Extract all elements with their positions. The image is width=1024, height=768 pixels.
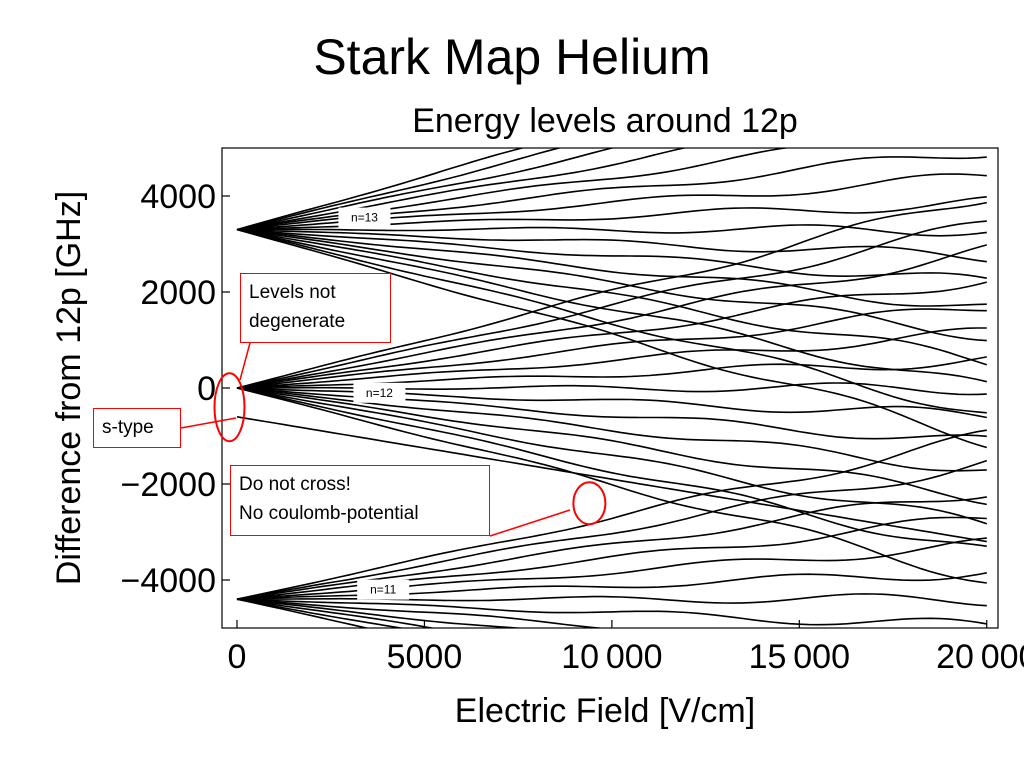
- callout-s-type: s-type: [93, 408, 181, 448]
- x-tick-label: 20 000: [936, 638, 1024, 676]
- s-type-level-line: [236, 416, 987, 543]
- energy-level-line: [236, 598, 371, 628]
- energy-level-line: [236, 228, 987, 279]
- energy-level-line: [236, 387, 987, 472]
- energy-level-line: [236, 598, 406, 628]
- y-tick-label: −2000: [121, 466, 217, 504]
- manifold-labels: n=13 n=12 n=11: [338, 207, 410, 600]
- manifold-label-bg: [353, 382, 406, 403]
- energy-level-line: [236, 459, 988, 600]
- y-tick-label: −4000: [121, 562, 217, 600]
- degenerate-ellipse: [213, 372, 246, 443]
- energy-level-line: [236, 598, 987, 626]
- s-type-callout-arrow: [180, 417, 237, 429]
- energy-level-line: [236, 598, 437, 628]
- manifold-label: n=12: [366, 386, 393, 400]
- energy-level-line: [236, 201, 987, 389]
- energy-level-line: [236, 537, 987, 600]
- energy-level-line: [236, 228, 987, 263]
- callout-do-not-cross-line1: Do not cross!: [239, 474, 351, 495]
- x-tick-label: 5000: [387, 638, 463, 676]
- x-tick-label: 15 000: [749, 638, 850, 676]
- energy-level-line: [236, 308, 987, 389]
- anticrossing-ellipse: [572, 481, 607, 526]
- slide-title: Stark Map Helium: [313, 29, 711, 85]
- energy-level-line: [236, 387, 987, 506]
- y-tick-label: 4000: [140, 178, 216, 216]
- energy-level-line: [237, 224, 987, 237]
- energy-level-line: [236, 281, 987, 389]
- manifold-label: n=13: [351, 211, 378, 225]
- callout-do-not-cross: Do not cross! No coulomb-potential: [230, 465, 490, 536]
- energy-level-line: [236, 148, 563, 231]
- energy-level-line: [236, 387, 988, 525]
- callout-markers: [180, 342, 607, 537]
- energy-level-line: [236, 244, 988, 389]
- energy-level-line: [236, 228, 987, 414]
- energy-level-line: [236, 228, 988, 366]
- energy-level-line: [236, 220, 987, 389]
- levels-callout-arrow: [239, 342, 251, 381]
- cross-callout-arrow: [489, 509, 571, 537]
- manifold-label: n=11: [370, 583, 396, 597]
- energy-level-line: [236, 228, 987, 307]
- manifold-label-bg: [357, 579, 410, 600]
- energy-level-line: [236, 598, 608, 628]
- energy-level-line: [236, 148, 616, 231]
- y-tick-label: 0: [197, 370, 216, 408]
- energy-level-line: [236, 598, 527, 628]
- callout-levels-not-degenerate: Levels not degenerate: [240, 273, 391, 343]
- axis-ticks: 0 5000 10 000 15 000 20 000 4000 2000 0 −2000 −40…: [121, 178, 1024, 676]
- y-axis-label: Difference from 12p [GHz]: [50, 191, 88, 585]
- y-tick-label: 2000: [140, 274, 216, 312]
- callout-do-not-cross-line2: No coulomb-potential: [239, 503, 419, 524]
- energy-level-line: [236, 387, 987, 547]
- manifold-label-bg: [338, 207, 391, 228]
- energy-level-line: [236, 327, 987, 389]
- x-tick-label: 0: [228, 638, 247, 676]
- energy-level-line: [236, 387, 987, 584]
- energy-level-line: [236, 148, 526, 231]
- energy-level-line: [236, 429, 987, 600]
- x-tick-label: 10 000: [561, 638, 662, 676]
- energy-level-line: [236, 228, 987, 383]
- x-axis-label: Electric Field [V/cm]: [455, 692, 755, 730]
- chart-title: Energy levels around 12p: [412, 102, 798, 140]
